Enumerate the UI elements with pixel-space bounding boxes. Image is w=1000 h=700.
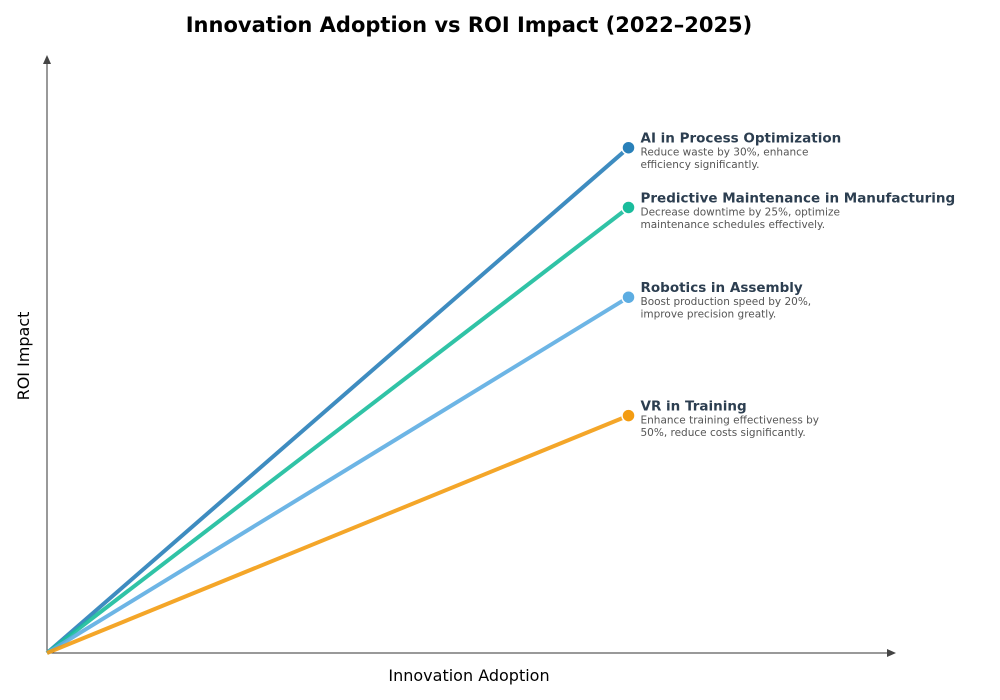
series-description: efficiency significantly. [641, 159, 760, 171]
x-axis-label: Innovation Adoption [388, 666, 549, 685]
series-line [45, 295, 630, 655]
chart-title: Innovation Adoption vs ROI Impact (2022–… [186, 13, 753, 37]
series-description: Decrease downtime by 25%, optimize [641, 206, 840, 218]
series-line [45, 146, 630, 655]
series-description: improve precision greatly. [641, 309, 777, 321]
series-description: Reduce waste by 30%, enhance [641, 147, 809, 159]
series-description: maintenance schedules effectively. [641, 219, 826, 231]
series-line [46, 413, 630, 655]
y-axis-arrow-icon [43, 55, 51, 64]
x-axis-arrow-icon [887, 649, 896, 657]
series-label: Predictive Maintenance in Manufacturing [641, 190, 956, 206]
series-endpoint [621, 140, 636, 155]
series-label: Robotics in Assembly [641, 280, 803, 296]
y-axis-label: ROI Impact [14, 312, 33, 401]
series-endpoint [621, 408, 636, 423]
series-endpoint [621, 289, 636, 305]
series-description: Enhance training effectiveness by [641, 415, 820, 427]
series-description: 50%, reduce costs significantly. [641, 427, 806, 439]
series-label: AI in Process Optimization [641, 131, 842, 147]
series-label: VR in Training [641, 399, 747, 415]
series-line [45, 205, 630, 655]
series-endpoint [621, 200, 636, 215]
series-description: Boost production speed by 20%, [641, 296, 812, 308]
